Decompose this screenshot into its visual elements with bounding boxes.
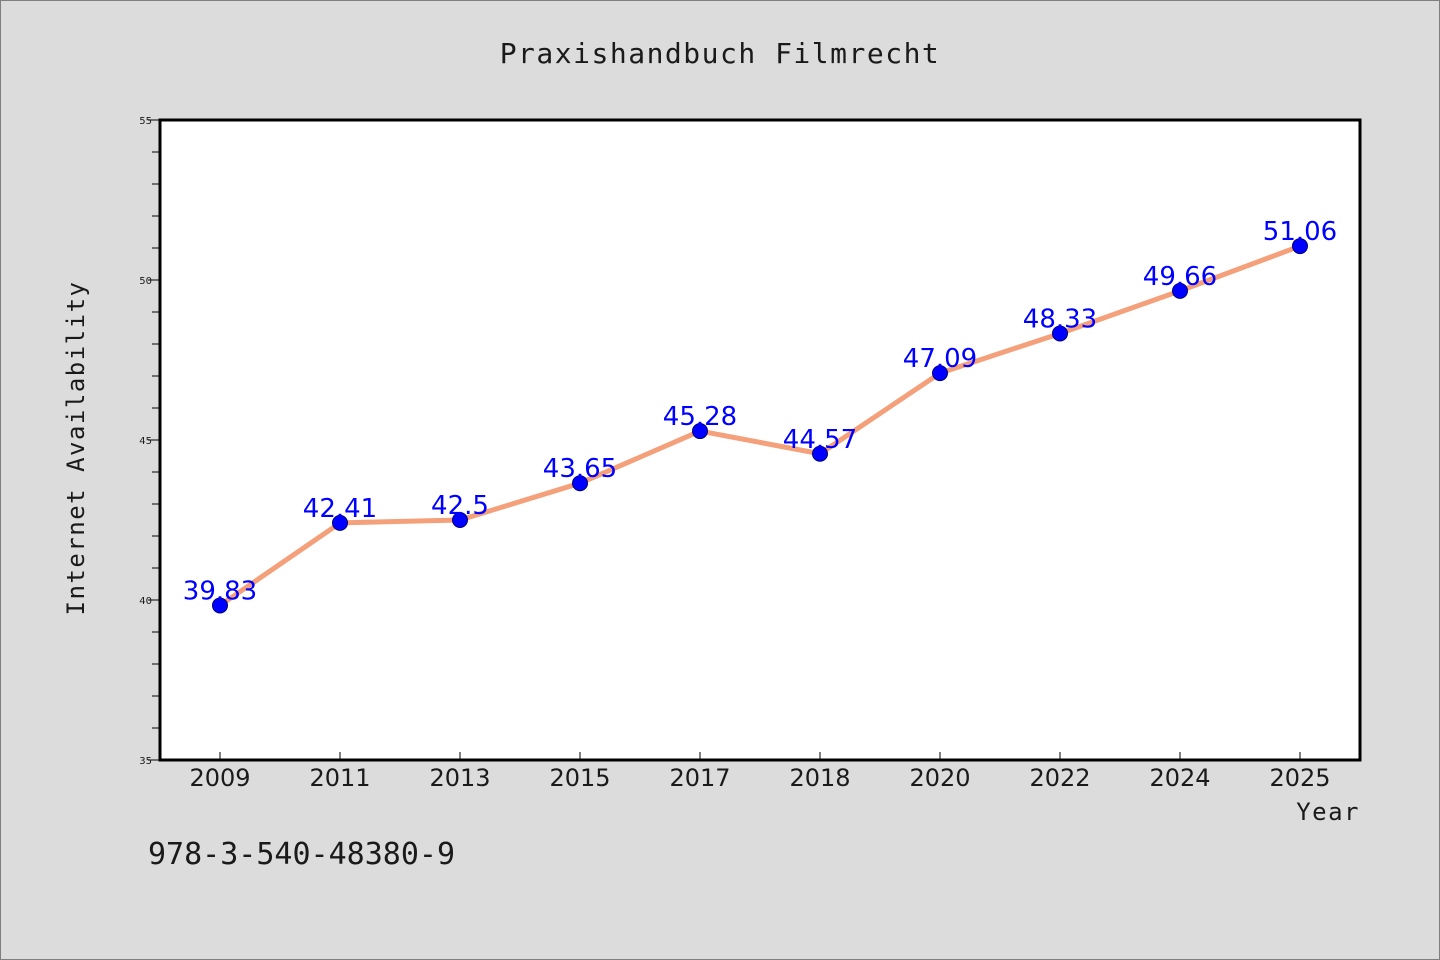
y-axis-title: Internet Availability xyxy=(62,281,90,616)
data-point xyxy=(812,445,828,462)
x-axis: 2009 2011 2013 2015 2017 2018 2020 2022 2024 2025 xyxy=(189,752,1331,792)
data-point xyxy=(332,514,348,531)
isbn-annotation: 978-3-540-48380-9 xyxy=(148,837,455,872)
y-tick-label: 35 xyxy=(139,756,152,767)
x-tick-label: 2015 xyxy=(549,764,610,792)
data-label: 44.57 xyxy=(783,425,857,455)
data-label: 47.09 xyxy=(903,344,977,374)
data-label: 43.65 xyxy=(543,454,617,484)
chart-title: Praxishandbuch Filmrecht xyxy=(500,37,941,70)
data-point xyxy=(1292,238,1308,255)
data-point xyxy=(692,423,708,440)
data-label: 49.66 xyxy=(1143,262,1217,292)
data-point xyxy=(572,475,588,492)
data-markers xyxy=(212,238,1308,614)
data-point xyxy=(932,365,948,382)
y-axis: 35 40 45 50 55 xyxy=(139,116,159,767)
data-point xyxy=(1172,282,1188,299)
data-point xyxy=(212,597,228,614)
y-tick-label: 55 xyxy=(139,116,152,127)
x-axis-title: Year xyxy=(1296,798,1360,826)
data-label: 42.5 xyxy=(431,491,489,521)
x-tick-label: 2024 xyxy=(1149,764,1210,792)
data-labels: 39.83 42.41 42.5 43.65 45.28 44.57 47.09 48.33 4… xyxy=(183,217,1337,606)
data-label: 42.41 xyxy=(303,494,377,524)
x-tick-label: 2017 xyxy=(669,764,730,792)
y-tick-label: 50 xyxy=(139,276,152,287)
data-point xyxy=(452,512,468,528)
x-tick-label: 2009 xyxy=(189,764,250,792)
data-label: 48.33 xyxy=(1023,304,1097,334)
x-tick-label: 2018 xyxy=(789,764,850,792)
data-label: 51.06 xyxy=(1263,217,1337,247)
x-tick-label: 2020 xyxy=(909,764,970,792)
x-tick-label: 2022 xyxy=(1029,764,1090,792)
y-tick-label: 40 xyxy=(139,596,152,607)
data-label: 39.83 xyxy=(183,576,257,606)
x-tick-label: 2013 xyxy=(429,764,490,792)
plot-area xyxy=(158,118,1362,762)
x-tick-label: 2011 xyxy=(309,764,370,792)
data-point xyxy=(1052,325,1068,342)
data-label: 45.28 xyxy=(663,402,737,432)
series-line xyxy=(217,243,1303,608)
y-tick-label: 45 xyxy=(139,436,152,447)
x-tick-label: 2025 xyxy=(1269,764,1330,792)
